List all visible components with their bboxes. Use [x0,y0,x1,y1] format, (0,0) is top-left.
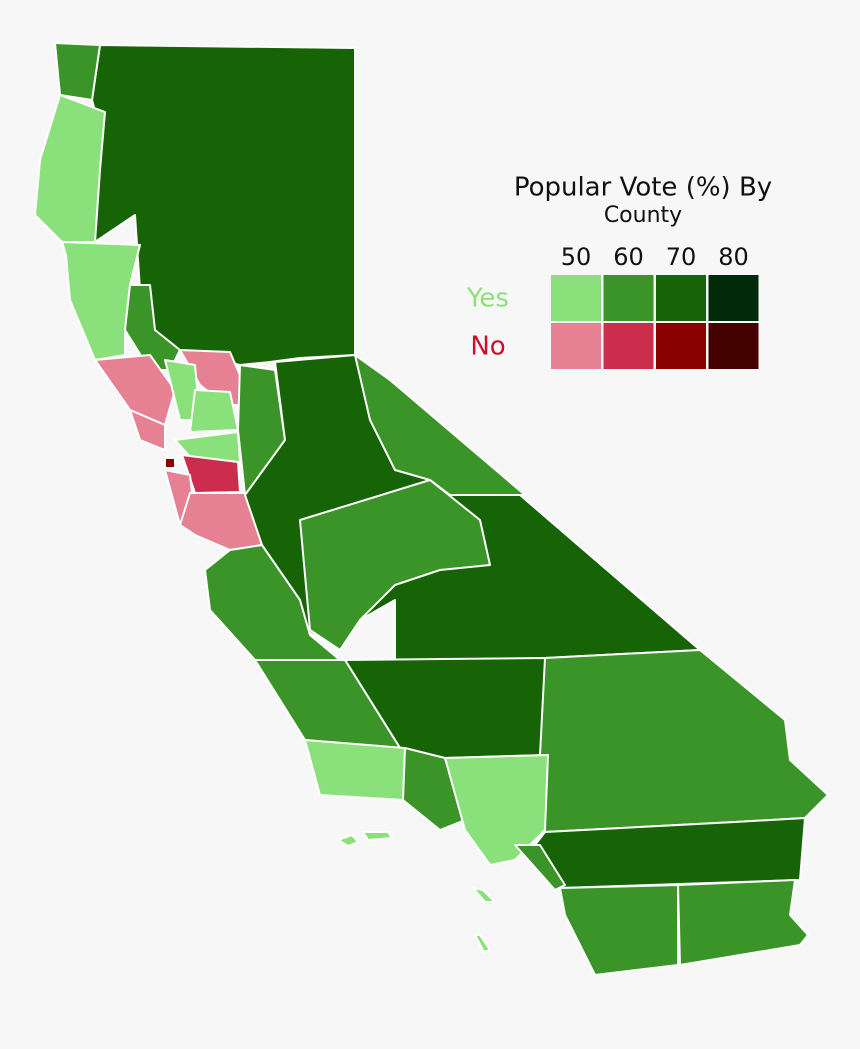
legend-swatch [603,275,654,321]
legend-row-label: Yes [466,284,509,314]
legend-swatch [551,323,601,369]
county-region [254,659,401,749]
county-region [677,879,809,966]
county-region [304,739,406,801]
legend-swatch [603,323,654,369]
legend-subtitle: County [604,203,682,228]
legend-title: Popular Vote (%) By [514,173,772,203]
legend-threshold: 80 [718,243,749,271]
county-region [444,754,549,866]
legend-threshold: 70 [666,243,697,271]
island [337,834,359,847]
legend-swatch [656,275,706,321]
legend-threshold: 50 [561,243,592,271]
island [474,934,491,953]
county-region [54,42,101,101]
legend-swatch [708,275,759,321]
county-region [189,389,239,433]
county-region [61,241,141,361]
county-region [94,354,176,426]
county-region [514,844,566,891]
california-map [34,42,829,976]
county-region [402,747,466,831]
county-region [559,884,679,976]
legend-swatch [551,275,601,321]
county-region [164,457,176,469]
county-region [299,479,491,651]
legend-threshold: 60 [613,243,644,271]
legend-swatch [708,323,759,369]
island [472,887,496,903]
county-region [124,284,181,371]
legend: 50 60 70 80 Yes No [466,243,759,369]
county-region [129,409,166,451]
legend-swatch [656,323,706,369]
island [362,831,393,841]
legend-row-label: No [470,332,505,362]
